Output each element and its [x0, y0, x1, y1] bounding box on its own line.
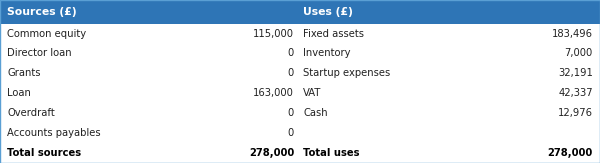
Text: 278,000: 278,000: [548, 148, 593, 158]
FancyBboxPatch shape: [0, 103, 600, 123]
Text: 32,191: 32,191: [558, 68, 593, 78]
Text: 0: 0: [288, 49, 294, 59]
Text: Total uses: Total uses: [303, 148, 359, 158]
Text: Grants: Grants: [7, 68, 41, 78]
Text: 42,337: 42,337: [558, 88, 593, 98]
Text: Loan: Loan: [7, 88, 31, 98]
FancyBboxPatch shape: [0, 143, 600, 163]
Text: Uses (£): Uses (£): [303, 7, 353, 17]
Text: 183,496: 183,496: [552, 29, 593, 39]
Text: Inventory: Inventory: [303, 49, 350, 59]
FancyBboxPatch shape: [0, 63, 600, 83]
Text: Director loan: Director loan: [7, 49, 72, 59]
Text: 12,976: 12,976: [558, 108, 593, 118]
Text: 7,000: 7,000: [565, 49, 593, 59]
Text: Cash: Cash: [303, 108, 328, 118]
Text: 0: 0: [288, 108, 294, 118]
FancyBboxPatch shape: [0, 123, 600, 143]
Text: 115,000: 115,000: [253, 29, 294, 39]
Text: VAT: VAT: [303, 88, 322, 98]
FancyBboxPatch shape: [0, 0, 600, 24]
Text: Sources (£): Sources (£): [7, 7, 77, 17]
Text: 0: 0: [288, 128, 294, 138]
FancyBboxPatch shape: [0, 44, 600, 63]
Text: 278,000: 278,000: [249, 148, 294, 158]
Text: Common equity: Common equity: [7, 29, 86, 39]
Text: Total sources: Total sources: [7, 148, 82, 158]
Text: Fixed assets: Fixed assets: [303, 29, 364, 39]
FancyBboxPatch shape: [0, 83, 600, 103]
FancyBboxPatch shape: [0, 24, 600, 44]
Text: Accounts payables: Accounts payables: [7, 128, 101, 138]
Text: Startup expenses: Startup expenses: [303, 68, 390, 78]
Text: 163,000: 163,000: [253, 88, 294, 98]
Text: Overdraft: Overdraft: [7, 108, 55, 118]
Text: 0: 0: [288, 68, 294, 78]
